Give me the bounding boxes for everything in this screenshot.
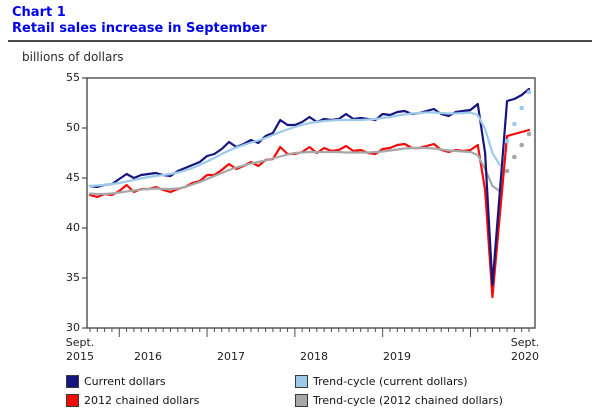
x-label-2020: 2020 bbox=[511, 350, 539, 363]
y-tick-35: 35 bbox=[66, 271, 80, 284]
legend-swatch-current-dollars bbox=[66, 375, 79, 388]
x-label-2016: 2016 bbox=[134, 350, 162, 363]
x-label-sept-start: Sept. bbox=[65, 336, 95, 349]
series-dots-2 bbox=[504, 89, 532, 144]
legend-swatch-chained-dollars bbox=[66, 394, 79, 407]
legend-swatch-trend-current bbox=[295, 375, 308, 388]
legend-label-current-dollars: Current dollars bbox=[84, 375, 166, 388]
x-label-sept-end: Sept. bbox=[510, 336, 540, 349]
title-divider bbox=[8, 40, 592, 42]
y-tick-50: 50 bbox=[66, 121, 80, 134]
series-line-3 bbox=[88, 146, 501, 196]
y-tick-55: 55 bbox=[66, 71, 80, 84]
chart-title: Retail sales increase in September bbox=[12, 21, 267, 36]
legend-label-trend-chained: Trend-cycle (2012 chained dollars) bbox=[313, 394, 503, 407]
series-line-1 bbox=[88, 128, 531, 299]
y-tick-30: 30 bbox=[66, 321, 80, 334]
x-axis-ticks bbox=[89, 328, 530, 337]
x-label-2019: 2019 bbox=[383, 350, 411, 363]
legend-label-trend-current: Trend-cycle (current dollars) bbox=[313, 375, 468, 388]
legend-label-chained-dollars: 2012 chained dollars bbox=[84, 394, 200, 407]
x-label-2015: 2015 bbox=[66, 350, 94, 363]
y-tick-45: 45 bbox=[66, 171, 80, 184]
y-tick-40: 40 bbox=[66, 221, 80, 234]
x-label-2017: 2017 bbox=[217, 350, 245, 363]
plot-frame bbox=[86, 77, 536, 329]
series-line-2 bbox=[88, 111, 501, 188]
chart-kicker: Chart 1 bbox=[12, 5, 66, 20]
legend-swatch-trend-chained bbox=[295, 394, 308, 407]
x-label-2018: 2018 bbox=[300, 350, 328, 363]
series-dots-3 bbox=[504, 131, 532, 174]
y-axis-ticks bbox=[82, 77, 87, 329]
y-axis-unit-label: billions of dollars bbox=[22, 50, 124, 64]
